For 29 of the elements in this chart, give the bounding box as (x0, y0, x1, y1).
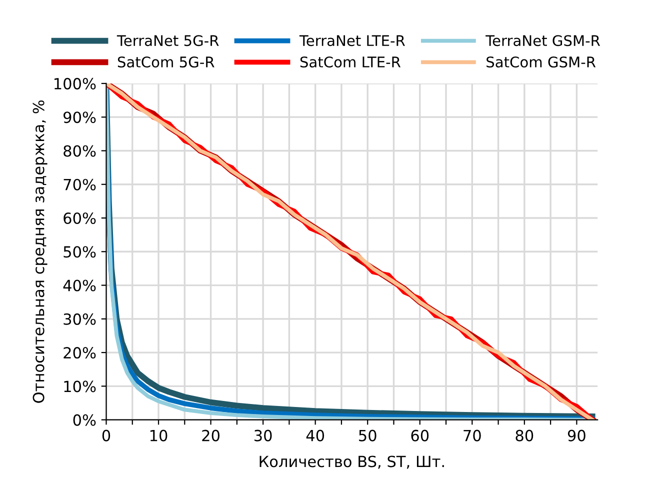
y-tick-label: 30% (64, 313, 96, 325)
y-tick-label: 0% (73, 414, 96, 426)
y-tick-label: 90% (64, 112, 96, 124)
legend-label: TerraNet LTE-R (299, 35, 405, 46)
x-tick-label: 90 (568, 430, 586, 442)
legend-label: SatCom GSM-R (486, 56, 596, 68)
y-tick-label: 20% (64, 347, 96, 359)
x-tick-label: 60 (411, 430, 429, 442)
x-tick-label: 20 (202, 430, 220, 442)
x-tick-label: 30 (254, 430, 272, 442)
legend-label: SatCom 5G-R (118, 56, 214, 68)
x-tick-label: 50 (359, 430, 376, 442)
legend-label: SatCom LTE-R (300, 56, 401, 68)
x-tick-label: 10 (150, 430, 168, 442)
x-axis-title: Количество BS, ST, Шт. (260, 456, 444, 469)
x-tick-label: 0 (102, 430, 110, 442)
x-tick-label: 40 (306, 430, 324, 442)
legend-label: TerraNet 5G-R (116, 35, 219, 46)
y-tick-label: 50% (64, 246, 96, 258)
y-tick-label: 40% (63, 280, 96, 292)
y-tick-label: 100% (54, 78, 96, 90)
y-tick-label: 80% (64, 145, 96, 157)
y-tick-label: 70% (64, 178, 96, 190)
y-axis-title: Относительная средняя задержка, % (32, 100, 48, 403)
x-tick-label: 70 (464, 430, 481, 442)
y-tick-label: 60% (64, 212, 96, 224)
legend-label: TerraNet GSM-R (486, 35, 600, 46)
x-tick-label: 80 (516, 430, 534, 442)
y-tick-label: 10% (64, 380, 96, 392)
